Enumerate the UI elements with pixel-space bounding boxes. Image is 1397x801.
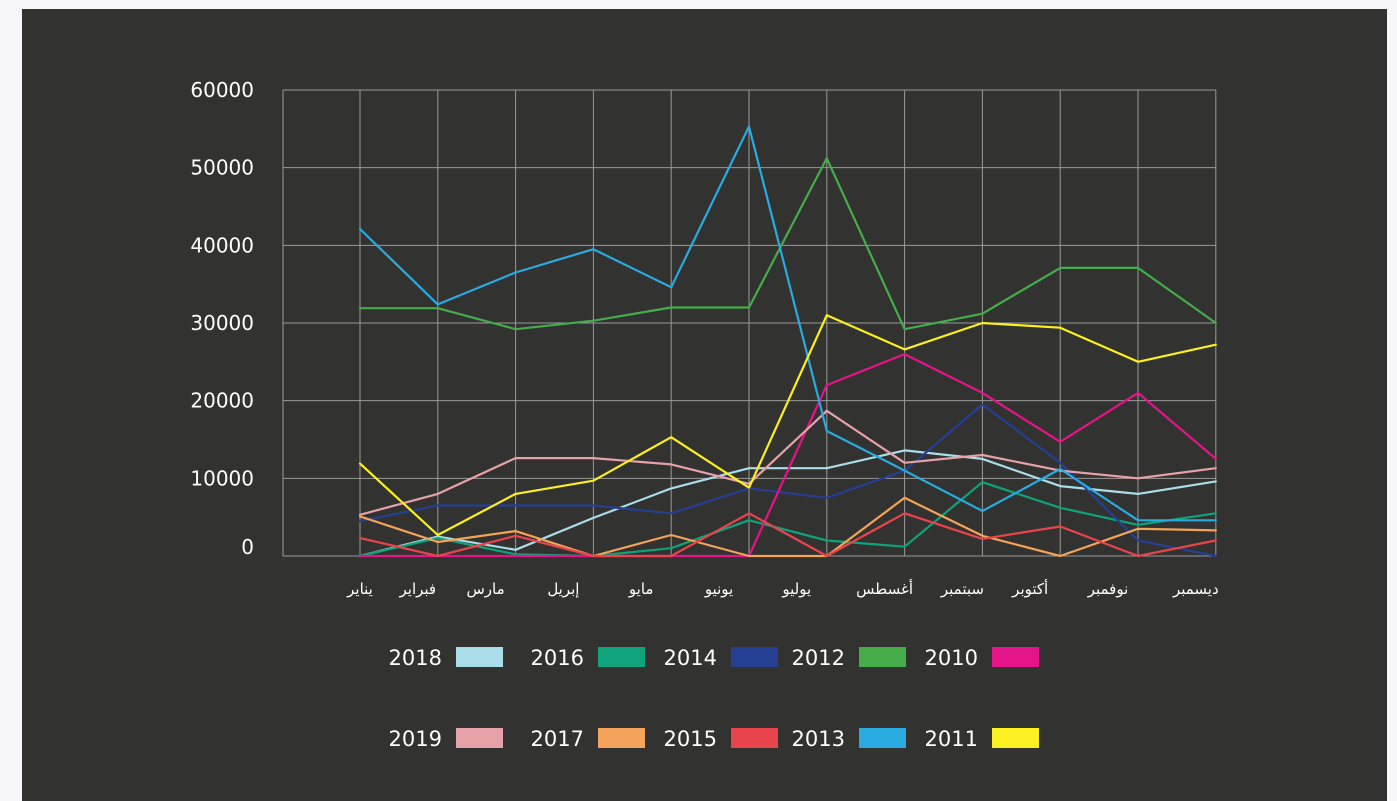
legend-label-2016: 2016 — [531, 646, 584, 670]
y-axis-ticks: 0 10000 20000 30000 40000 50000 60000 — [190, 78, 254, 559]
legend-swatch-2012 — [859, 647, 906, 667]
legend-label-2017: 2017 — [531, 727, 584, 751]
series-line-2016 — [358, 481, 1217, 558]
y-tick-label: 40000 — [190, 233, 254, 257]
legend-swatch-2011 — [992, 728, 1039, 748]
series-line-2010 — [358, 353, 1217, 558]
line-chart: 0 10000 20000 30000 40000 50000 60000 يناير فبر… — [190, 78, 1219, 751]
legend: 2018 2016 2014 2012 2010 2019 2017 2015 2013 2011 — [389, 646, 1039, 751]
x-tick-label: فبراير — [399, 580, 437, 598]
legend-label-2012: 2012 — [792, 646, 845, 670]
y-tick-label: 60000 — [190, 78, 254, 102]
legend-swatch-2016 — [598, 647, 645, 667]
grid — [282, 89, 1217, 557]
chart-panel: 0 10000 20000 30000 40000 50000 60000 يناير فبر… — [22, 9, 1387, 801]
y-tick-label: 30000 — [190, 311, 254, 335]
series-lines — [358, 125, 1217, 558]
legend-swatch-2014 — [731, 647, 778, 667]
series-line-2011 — [358, 314, 1217, 537]
x-tick-label: يوليو — [781, 580, 811, 598]
legend-label-2011: 2011 — [925, 727, 978, 751]
legend-label-2015: 2015 — [664, 727, 717, 751]
legend-swatch-2013 — [859, 728, 906, 748]
legend-label-2014: 2014 — [664, 646, 717, 670]
legend-label-2018: 2018 — [389, 646, 442, 670]
x-tick-label: أغسطس — [856, 579, 913, 598]
series-line-2017 — [358, 496, 1217, 558]
series-line-2019 — [358, 409, 1217, 516]
series-line-2018 — [358, 449, 1217, 558]
x-axis-ticks: يناير فبراير مارس إبريل مايو يونيو يوليو أغسطس س… — [346, 579, 1219, 598]
y-tick-label: 20000 — [190, 389, 254, 413]
y-tick-label: 10000 — [190, 466, 254, 490]
y-tick-label: 0 — [241, 535, 254, 559]
x-tick-label: يناير — [346, 580, 373, 598]
x-tick-label: نوفمبر — [1087, 580, 1129, 598]
x-tick-label: مايو — [628, 580, 654, 598]
x-tick-label: أكتوبر — [1011, 579, 1048, 598]
legend-swatch-2019 — [456, 728, 503, 748]
legend-swatch-2017 — [598, 728, 645, 748]
legend-label-2010: 2010 — [925, 646, 978, 670]
legend-label-2013: 2013 — [792, 727, 845, 751]
series-line-2013 — [358, 125, 1217, 522]
legend-swatch-2018 — [456, 647, 503, 667]
legend-label-2019: 2019 — [389, 727, 442, 751]
series-line-2012 — [358, 157, 1217, 331]
x-tick-label: يونيو — [704, 580, 733, 598]
x-tick-label: إبريل — [547, 580, 579, 598]
series-line-2015 — [358, 512, 1217, 558]
x-tick-label: سبتمبر — [940, 580, 984, 598]
x-tick-label: مارس — [467, 580, 505, 598]
series-line-2014 — [358, 403, 1217, 558]
x-tick-label: ديسمبر — [1172, 580, 1219, 598]
legend-swatch-2010 — [992, 647, 1039, 667]
legend-swatch-2015 — [731, 728, 778, 748]
y-tick-label: 50000 — [190, 156, 254, 180]
